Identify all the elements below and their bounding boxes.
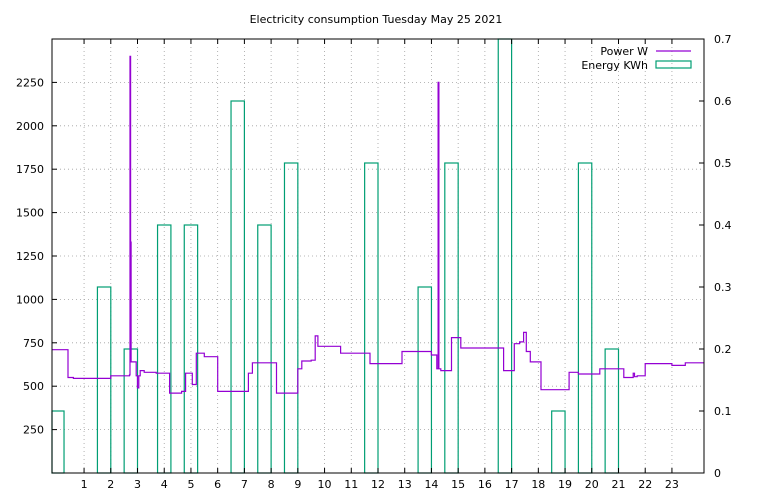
y2-tick-label: 0.5 (714, 157, 732, 170)
x-tick-label: 5 (187, 478, 194, 491)
energy-bar (364, 162, 379, 474)
x-tick-label: 17 (505, 478, 519, 491)
energy-bar (283, 162, 299, 474)
y-tick-label: 750 (23, 337, 44, 350)
x-tick-label: 11 (344, 478, 358, 491)
x-tick-label: 13 (398, 478, 412, 491)
x-axis-labels: 1 2 3 4 5 6 7 8 9 10 11 12 13 14 15 16 17 18 19 20 21 22 23 (81, 478, 679, 491)
energy-bar (577, 162, 593, 474)
energy-bar (230, 100, 245, 474)
x-tick-label: 12 (371, 478, 385, 491)
x-tick-label: 8 (268, 478, 275, 491)
x-tick-label: 20 (585, 478, 599, 491)
x-tick-label: 10 (318, 478, 332, 491)
x-tick-label: 14 (424, 478, 438, 491)
legend: Power W Energy KWh (581, 45, 692, 72)
y-tick-label: 1000 (16, 293, 44, 306)
y-tick-label: 1750 (16, 163, 44, 176)
x-tick-label: 15 (451, 478, 465, 491)
x-tick-label: 3 (134, 478, 141, 491)
energy-bar (96, 286, 112, 474)
chart-title: Electricity consumption Tuesday May 25 2… (250, 13, 503, 26)
y2-tick-label: 0.1 (714, 405, 732, 418)
x-tick-label: 6 (214, 478, 221, 491)
x-tick-label: 21 (611, 478, 625, 491)
legend-label-energy: Energy KWh (581, 59, 648, 72)
y2-axis-labels: 0 0.1 0.2 0.3 0.4 0.5 0.6 0.7 (714, 33, 732, 480)
x-tick-label: 18 (531, 478, 545, 491)
energy-bar (257, 224, 272, 474)
y-tick-label: 500 (23, 380, 44, 393)
y2-tick-label: 0.4 (714, 219, 732, 232)
energy-bar (444, 162, 459, 474)
y-tick-label: 2250 (16, 76, 44, 89)
energy-bar (123, 348, 139, 474)
energy-bar (417, 286, 433, 474)
x-tick-label: 7 (241, 478, 248, 491)
y2-tick-label: 0.6 (714, 95, 732, 108)
x-tick-label: 19 (558, 478, 572, 491)
y2-tick-label: 0.3 (714, 281, 732, 294)
y2-tick-label: 0.7 (714, 33, 732, 46)
tick-marks (52, 38, 704, 474)
power-series (52, 55, 704, 394)
x-tick-label: 16 (478, 478, 492, 491)
x-tick-label: 22 (638, 478, 652, 491)
x-tick-label: 23 (665, 478, 679, 491)
legend-swatch-energy (655, 60, 692, 69)
y-tick-label: 1500 (16, 207, 44, 220)
x-tick-label: 1 (81, 478, 88, 491)
power-line (52, 55, 704, 394)
x-tick-label: 4 (161, 478, 168, 491)
y-tick-label: 1250 (16, 250, 44, 263)
y2-tick-label: 0.2 (714, 343, 732, 356)
y-tick-label: 250 (23, 424, 44, 437)
y-axis-labels: 250 500 750 1000 1250 1500 1750 2000 2250 (16, 76, 44, 436)
energy-bar (604, 348, 620, 474)
y-tick-label: 2000 (16, 120, 44, 133)
x-tick-label: 2 (107, 478, 114, 491)
x-tick-label: 9 (294, 478, 301, 491)
y2-tick-label: 0 (714, 467, 721, 480)
legend-label-power: Power W (600, 45, 648, 58)
energy-bar (551, 410, 566, 474)
energy-bar (51, 410, 65, 474)
